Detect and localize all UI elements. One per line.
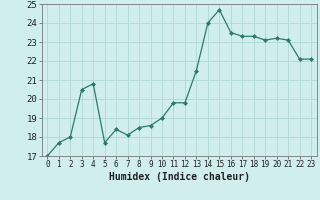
X-axis label: Humidex (Indice chaleur): Humidex (Indice chaleur) xyxy=(109,172,250,182)
